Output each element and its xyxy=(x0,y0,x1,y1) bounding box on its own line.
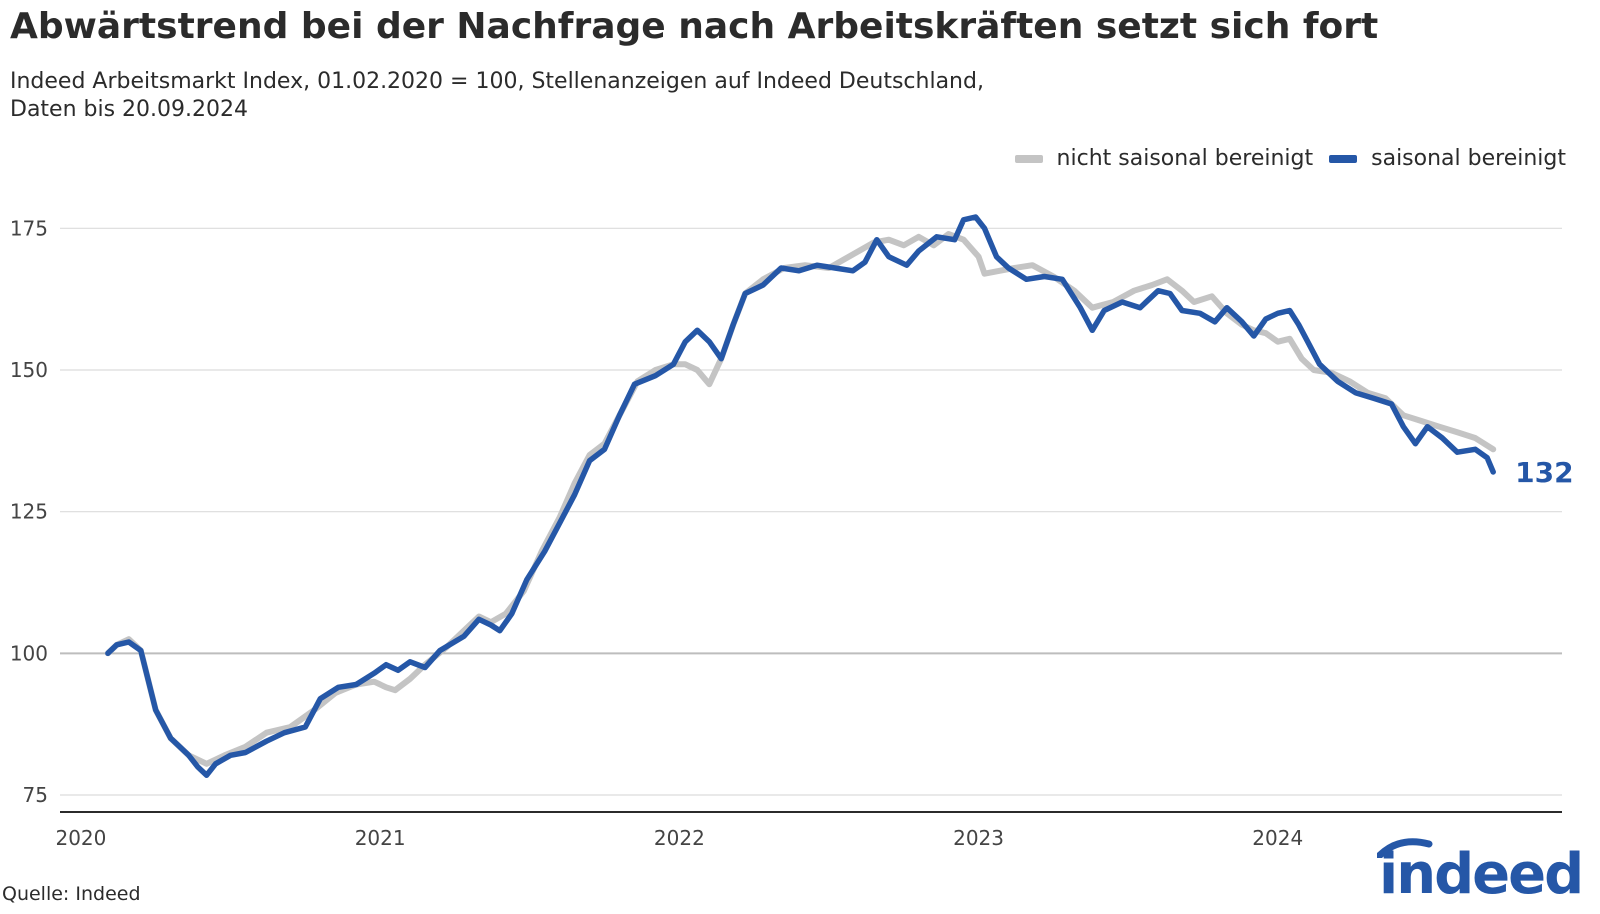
y-tick-label: 100 xyxy=(10,641,48,665)
subtitle-line-2: Daten bis 20.09.2024 xyxy=(10,97,249,122)
x-tick-label: 2024 xyxy=(1252,826,1303,850)
legend-swatch-nsa xyxy=(1014,154,1043,163)
end-value-label: 132 xyxy=(1515,456,1573,489)
source-note: Quelle: Indeed xyxy=(2,883,141,905)
indeed-logo-icon xyxy=(1377,838,1433,858)
page-title: Abwärtstrend bei der Nachfrage nach Arbe… xyxy=(10,6,1379,47)
x-tick-label: 2023 xyxy=(953,826,1004,850)
x-tick-label: 2020 xyxy=(55,826,106,850)
x-tick-label: 2022 xyxy=(654,826,705,850)
legend-label-sa: saisonal bereinigt xyxy=(1371,146,1566,171)
chart-legend: nicht saisonal bereinigt saisonal berein… xyxy=(999,146,1566,171)
legend-item-sa: saisonal bereinigt xyxy=(1329,146,1566,171)
y-tick-label: 125 xyxy=(10,500,48,524)
legend-label-nsa: nicht saisonal bereinigt xyxy=(1056,146,1314,171)
y-tick-label: 150 xyxy=(10,358,48,382)
series-line-sa xyxy=(105,214,1496,778)
indeed-logo: indeed xyxy=(1375,838,1585,914)
y-tick-label: 75 xyxy=(23,783,48,807)
line-chart: 75 100 125 150 175 2020 2021 2022 2023 2024 132 xyxy=(10,214,1574,850)
chart-subtitle: Indeed Arbeitsmarkt Index, 01.02.2020 = … xyxy=(10,68,984,124)
x-tick-label: 2021 xyxy=(355,826,406,850)
indeed-logo-text: indeed xyxy=(1379,842,1584,907)
subtitle-line-1: Indeed Arbeitsmarkt Index, 01.02.2020 = … xyxy=(10,69,984,94)
legend-item-nsa: nicht saisonal bereinigt xyxy=(1014,146,1314,171)
y-tick-label: 175 xyxy=(10,216,48,240)
legend-swatch-sa xyxy=(1329,154,1358,163)
